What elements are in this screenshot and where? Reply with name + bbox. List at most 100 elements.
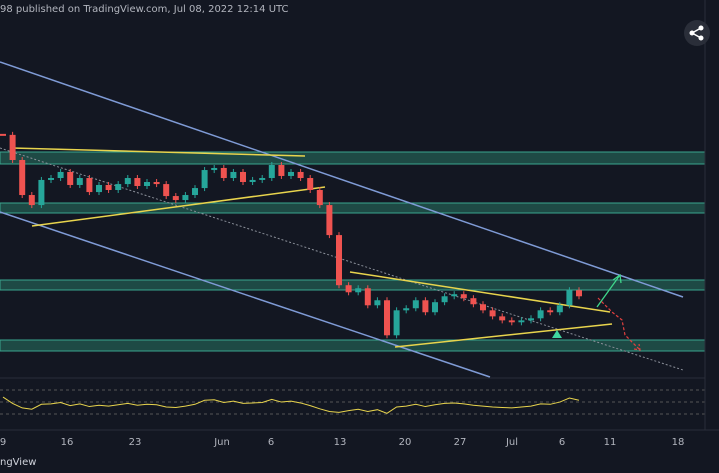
- candle: [57, 171, 64, 179]
- candle: [67, 171, 74, 185]
- logo: ngView: [0, 457, 36, 468]
- candle: [144, 182, 150, 187]
- candle: [566, 290, 573, 306]
- marker-arrow: [552, 330, 562, 338]
- candle: [528, 318, 534, 321]
- candle: [480, 304, 486, 311]
- x-tick-label: 11: [604, 437, 617, 448]
- candle: [192, 188, 198, 196]
- x-tick-label: 16: [61, 437, 74, 448]
- candle: [307, 178, 314, 190]
- candle: [9, 134, 16, 160]
- zone: [0, 151, 706, 165]
- candle: [374, 300, 381, 306]
- candle: [220, 167, 227, 179]
- candle: [364, 288, 371, 306]
- candle: [297, 171, 304, 179]
- zone: [0, 202, 706, 214]
- share-dot: [689, 30, 695, 36]
- time-axis: 9 16 23 Jun 6 13 20 27 Jul 6 11 18: [0, 437, 684, 448]
- candle: [489, 310, 496, 317]
- candle: [153, 182, 160, 185]
- x-tick-label: 27: [454, 437, 467, 448]
- x-tick-label: Jul: [505, 437, 518, 448]
- candle: [134, 178, 141, 187]
- candle: [268, 165, 275, 179]
- candle: [403, 308, 410, 311]
- candle: [201, 170, 208, 189]
- candle: [460, 294, 467, 299]
- candle: [393, 310, 400, 336]
- candle: [38, 179, 45, 206]
- candle: [384, 300, 390, 336]
- candle: [19, 159, 26, 196]
- candle: [412, 300, 419, 309]
- candle: [182, 195, 189, 201]
- candle: [0, 133, 6, 136]
- candle: [336, 235, 342, 286]
- candle: [326, 205, 333, 236]
- candle: [172, 196, 179, 201]
- candle: [230, 171, 237, 179]
- candle: [115, 184, 122, 190]
- candle: [240, 171, 246, 183]
- zone: [0, 339, 706, 352]
- bear-path: [597, 297, 641, 351]
- candle: [451, 294, 458, 297]
- candle: [163, 184, 170, 197]
- candle: [537, 310, 544, 319]
- candles: [0, 131, 582, 339]
- candle: [547, 310, 554, 313]
- publish-note: 98 published on TradingView.com, Jul 08,…: [0, 4, 289, 15]
- candle: [28, 195, 35, 206]
- oscillator-line: [2, 396, 580, 414]
- triangle-lines: [11, 147, 613, 348]
- candle: [518, 320, 525, 323]
- zone: [0, 279, 706, 291]
- candle: [259, 178, 266, 180]
- candle: [211, 167, 218, 171]
- share-bg[interactable]: [684, 20, 710, 46]
- candle: [432, 302, 438, 313]
- channel-top: [0, 61, 684, 298]
- share-button[interactable]: [684, 20, 710, 46]
- candle: [422, 300, 429, 313]
- price-axis: [705, 0, 719, 430]
- candle: [316, 190, 323, 206]
- x-tick-label: 9: [0, 437, 6, 448]
- candle: [76, 178, 83, 185]
- channel-bottom: [0, 211, 491, 378]
- candle: [470, 298, 477, 305]
- oscillator: [2, 396, 580, 414]
- x-tick-label: 13: [334, 437, 347, 448]
- share-dot: [698, 35, 704, 41]
- candle: [124, 178, 131, 185]
- x-tick-label: 18: [672, 437, 685, 448]
- x-tick-label: Jun: [213, 437, 230, 448]
- share-dot: [698, 25, 704, 31]
- candle: [278, 165, 285, 176]
- trend-line: [349, 271, 611, 313]
- candle: [355, 288, 362, 293]
- x-tick-label: 23: [129, 437, 142, 448]
- candle: [86, 178, 93, 193]
- candle: [441, 296, 448, 303]
- candle: [508, 320, 515, 323]
- candle: [345, 285, 352, 293]
- candle: [96, 184, 102, 193]
- candle: [288, 171, 294, 176]
- candle: [249, 179, 256, 183]
- trend-line: [11, 147, 306, 157]
- x-tick-label: 6: [559, 437, 565, 448]
- x-tick-label: 6: [268, 437, 274, 448]
- bull-arrow: [596, 273, 622, 308]
- candle: [105, 184, 112, 190]
- x-tick-label: 20: [399, 437, 412, 448]
- candle: [556, 305, 563, 313]
- trend-line: [31, 186, 326, 227]
- candle: [499, 316, 506, 321]
- candle: [48, 178, 54, 180]
- trend-line: [394, 323, 613, 348]
